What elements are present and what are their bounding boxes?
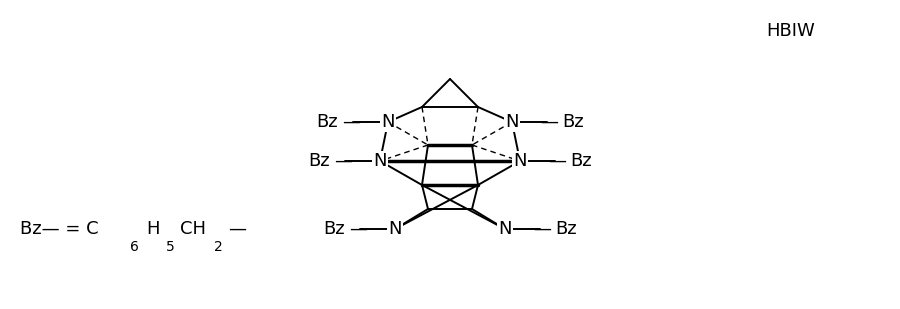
Text: Bz— = C: Bz— = C: [20, 220, 98, 238]
Text: —: —: [548, 152, 566, 170]
Text: N: N: [513, 152, 526, 170]
Text: Bz: Bz: [562, 113, 583, 131]
Text: —: —: [540, 113, 558, 131]
Text: —: —: [229, 220, 247, 238]
Text: 2: 2: [214, 240, 223, 254]
Text: Bz: Bz: [317, 113, 338, 131]
Text: —: —: [349, 220, 367, 238]
Text: Bz: Bz: [323, 220, 345, 238]
Text: Bz: Bz: [309, 152, 330, 170]
Text: CH: CH: [180, 220, 206, 238]
Text: —: —: [533, 220, 551, 238]
Text: —: —: [334, 152, 352, 170]
Text: N: N: [382, 113, 395, 131]
Text: Bz: Bz: [570, 152, 591, 170]
Text: 5: 5: [166, 240, 175, 254]
Text: N: N: [499, 220, 512, 238]
Text: H: H: [146, 220, 159, 238]
Text: N: N: [505, 113, 518, 131]
Text: HBIW: HBIW: [766, 22, 814, 40]
Text: Bz: Bz: [555, 220, 577, 238]
Text: —: —: [342, 113, 360, 131]
Text: 6: 6: [130, 240, 139, 254]
Text: N: N: [374, 152, 387, 170]
Text: N: N: [388, 220, 401, 238]
